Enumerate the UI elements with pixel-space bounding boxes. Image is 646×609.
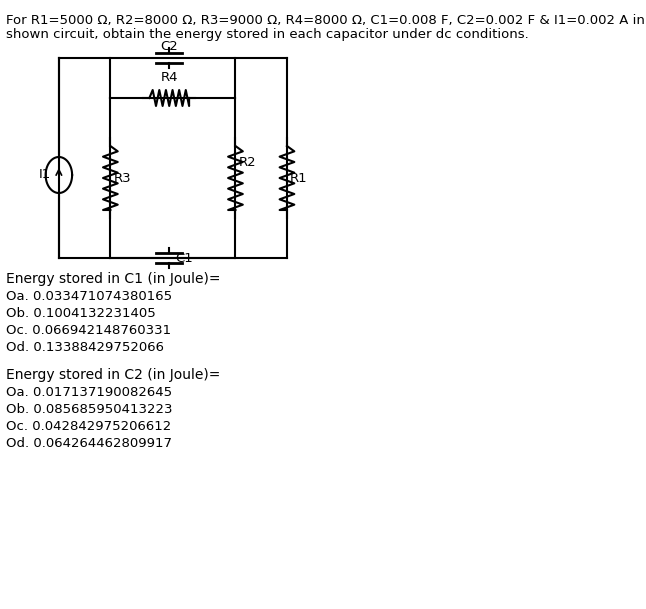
Text: I1: I1 — [38, 169, 50, 181]
Text: C2: C2 — [160, 40, 178, 53]
Text: shown circuit, obtain the energy stored in each capacitor under dc conditions.: shown circuit, obtain the energy stored … — [6, 28, 528, 41]
Text: Od. 0.13388429752066: Od. 0.13388429752066 — [6, 341, 164, 354]
Text: Oc. 0.066942148760331: Oc. 0.066942148760331 — [6, 324, 171, 337]
Text: For R1=5000 Ω, R2=8000 Ω, R3=9000 Ω, R4=8000 Ω, C1=0.008 F, C2=0.002 F & I1=0.00: For R1=5000 Ω, R2=8000 Ω, R3=9000 Ω, R4=… — [6, 14, 646, 27]
Text: Ob. 0.1004132231405: Ob. 0.1004132231405 — [6, 307, 156, 320]
Text: Oa. 0.033471074380165: Oa. 0.033471074380165 — [6, 290, 172, 303]
Text: Oc. 0.042842975206612: Oc. 0.042842975206612 — [6, 420, 171, 433]
Text: Oa. 0.017137190082645: Oa. 0.017137190082645 — [6, 386, 172, 399]
Text: R2: R2 — [238, 157, 256, 169]
Text: R4: R4 — [160, 71, 178, 84]
Text: Ob. 0.085685950413223: Ob. 0.085685950413223 — [6, 403, 172, 416]
Text: R3: R3 — [113, 172, 131, 185]
Text: Energy stored in C2 (in Joule)=: Energy stored in C2 (in Joule)= — [6, 368, 220, 382]
Text: R1: R1 — [290, 172, 307, 185]
Text: Energy stored in C1 (in Joule)=: Energy stored in C1 (in Joule)= — [6, 272, 220, 286]
Text: Od. 0.064264462809917: Od. 0.064264462809917 — [6, 437, 172, 450]
Text: C1: C1 — [175, 252, 193, 264]
